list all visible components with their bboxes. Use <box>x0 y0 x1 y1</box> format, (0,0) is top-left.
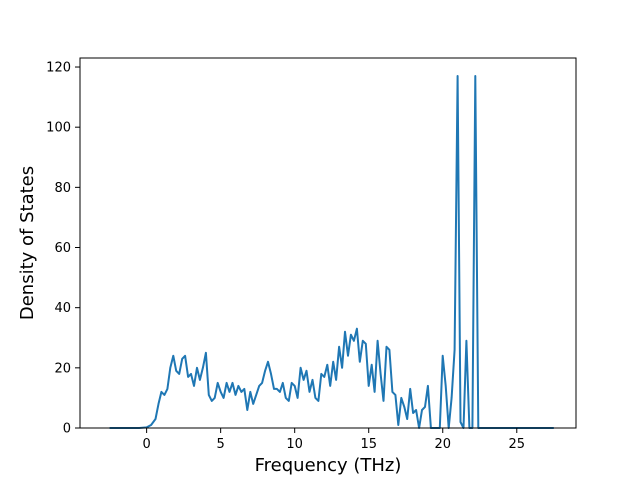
y-tick-label: 0 <box>63 422 71 437</box>
x-axis-label: Frequency (THz) <box>255 455 402 476</box>
x-axis-ticks: 0 5 10 15 20 25 <box>142 428 525 452</box>
dos-series-line-0 <box>109 75 554 429</box>
y-axis-ticks: 0 20 40 60 80 100 120 <box>46 61 80 437</box>
y-tick-label: 60 <box>54 241 71 256</box>
axes-frame <box>79 57 577 429</box>
y-tick-label: 20 <box>54 361 71 376</box>
y-tick-label: 100 <box>46 121 71 136</box>
y-tick-label: 40 <box>54 301 71 316</box>
plot-area <box>109 75 554 429</box>
x-tick-label: 5 <box>217 437 225 452</box>
y-tick-label: 120 <box>46 61 71 76</box>
y-tick-label: 80 <box>54 181 71 196</box>
x-tick-label: 20 <box>434 437 451 452</box>
x-tick-label: 25 <box>509 437 526 452</box>
y-axis-label: Density of States <box>17 166 38 320</box>
x-tick-label: 15 <box>360 437 377 452</box>
x-tick-label: 0 <box>142 437 150 452</box>
x-tick-label: 10 <box>286 437 303 452</box>
